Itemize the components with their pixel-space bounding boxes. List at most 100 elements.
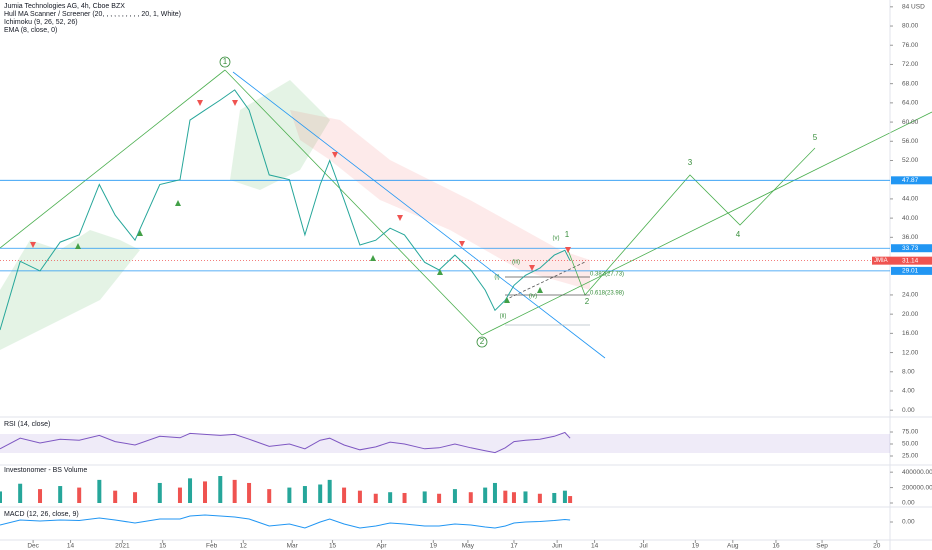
level-tag [891, 244, 932, 253]
level-tag [891, 256, 932, 265]
ichimoku-cloud [0, 80, 590, 350]
volume-bar [218, 476, 223, 503]
volume-bar [232, 479, 237, 503]
volume-bar [552, 492, 557, 503]
x-tick-label: 12 [240, 543, 248, 550]
x-tick-label: 2021 [115, 543, 130, 550]
volume-bar [492, 482, 497, 503]
level-label: 29.01 [902, 268, 919, 275]
buy-marker [370, 255, 376, 261]
indicator-label: Hull MA Scanner / Screener (20, , , , , … [4, 11, 181, 18]
y-tick-label: 56.00 [902, 138, 919, 145]
y-tick-label: 50.00 [902, 441, 919, 448]
indicator-label: EMA (8, close, 0) [4, 27, 57, 34]
indicator-line [0, 514, 571, 529]
volume-bar [562, 490, 567, 503]
panel-title: MACD (12, 26, close, 9) [4, 511, 79, 518]
wave-label: (iv) [529, 294, 537, 300]
buy-marker [537, 287, 543, 293]
y-tick-label: 84 USD [902, 4, 925, 11]
sell-marker [565, 247, 571, 253]
x-tick-label: 19 [430, 543, 438, 550]
x-tick-label: Jul [639, 543, 648, 550]
y-tick-label: 52.00 [902, 157, 919, 164]
x-tick-label: 15 [329, 543, 337, 550]
volume-bar [97, 479, 102, 503]
x-tick-label: Mar [287, 543, 299, 550]
rsi-band [0, 434, 890, 453]
volume-bar [113, 490, 118, 503]
wave-lines [0, 69, 932, 359]
volume-bar [157, 482, 162, 503]
volume-bar [511, 492, 516, 503]
buy-marker [504, 297, 510, 303]
sell-marker [197, 100, 203, 106]
x-tick-label: 20 [873, 543, 881, 550]
symbol-tag [872, 256, 891, 265]
volume-bar [537, 493, 542, 503]
volume-bar [483, 487, 488, 503]
level-label: 47.87 [902, 177, 919, 184]
volume-bar [402, 492, 407, 503]
sell-marker [397, 215, 403, 221]
wave-label: (i) [494, 275, 499, 281]
volume-bar [342, 487, 347, 503]
x-tick-label: Jun [552, 543, 563, 550]
volume-bar [133, 492, 138, 503]
x-tick-label: 19 [692, 543, 700, 550]
volume-bar [177, 487, 182, 503]
y-tick-label: 8.00 [902, 368, 915, 375]
wave-label: 2 [480, 337, 485, 346]
wave-label: 5 [813, 133, 818, 142]
volume-bar [247, 482, 252, 503]
y-tick-label: 68.00 [902, 80, 919, 87]
volume-bar [0, 491, 2, 503]
wave-label: (iii) [512, 260, 520, 266]
buy-marker [437, 269, 443, 275]
y-tick-label: 16.00 [902, 330, 919, 337]
volume-bar [267, 489, 272, 503]
y-tick-label: 20.00 [902, 311, 919, 318]
y-tick-label: 25.00 [902, 453, 919, 460]
volume-bar [568, 496, 573, 503]
wave-label: 2 [585, 297, 590, 306]
y-tick-label: 75.00 [902, 429, 919, 436]
x-tick-label: Sep [816, 543, 828, 550]
volume-bar [18, 483, 23, 503]
volume-bar [503, 490, 508, 503]
sell-marker [529, 265, 535, 271]
y-tick-label: 44.00 [902, 196, 919, 203]
level-tag [891, 176, 932, 185]
volume-bar [373, 493, 378, 503]
level-label: 31.14 [902, 257, 919, 264]
x-tick-label: Feb [206, 543, 218, 550]
y-tick-label: 4.00 [902, 388, 915, 395]
x-tick-label: 17 [510, 543, 518, 550]
volume-bar [327, 479, 332, 503]
volume-bar [437, 493, 442, 503]
level-tag [891, 266, 932, 275]
wave-label: (v) [553, 236, 560, 242]
wave-label: (ii) [500, 314, 507, 320]
buy-marker [75, 243, 81, 249]
x-tick-label: 14 [591, 543, 599, 550]
y-tick-label: 40.00 [902, 215, 919, 222]
x-tick-label: 15 [159, 543, 167, 550]
x-tick-label: Dec [27, 543, 39, 550]
y-tick-label: 36.00 [902, 234, 919, 241]
volume-bar [468, 492, 473, 503]
volume-bar [318, 484, 323, 503]
y-tick-label: 60.00 [902, 119, 919, 126]
wave-circle [219, 56, 231, 68]
volume-bar [58, 486, 63, 503]
chart-title: Jumia Technologies AG, 4h, Cboe BZX [4, 3, 125, 10]
buy-marker [137, 230, 143, 236]
indicator-line [0, 431, 571, 454]
volume-bar [422, 491, 427, 503]
volume-bar [77, 487, 82, 503]
y-tick-label: 0.00 [902, 500, 915, 507]
x-tick-label: Aug [727, 543, 739, 550]
sell-marker [232, 100, 238, 106]
